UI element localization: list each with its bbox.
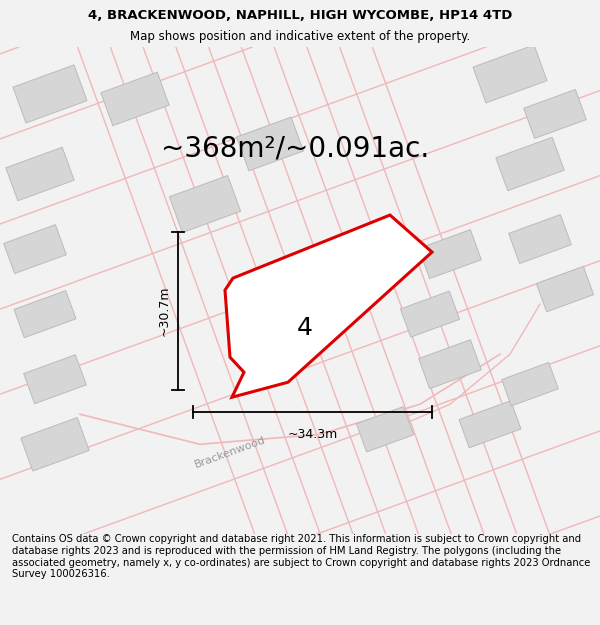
- Polygon shape: [225, 215, 432, 398]
- Polygon shape: [169, 176, 241, 232]
- Polygon shape: [6, 148, 74, 201]
- Text: ~34.3m: ~34.3m: [287, 428, 338, 441]
- Polygon shape: [496, 138, 564, 191]
- Polygon shape: [236, 117, 304, 171]
- Text: 4, BRACKENWOOD, NAPHILL, HIGH WYCOMBE, HP14 4TD: 4, BRACKENWOOD, NAPHILL, HIGH WYCOMBE, H…: [88, 9, 512, 22]
- Polygon shape: [21, 418, 89, 471]
- Polygon shape: [419, 229, 481, 279]
- Polygon shape: [4, 224, 67, 274]
- Polygon shape: [400, 291, 460, 337]
- Polygon shape: [23, 355, 86, 404]
- Text: Contains OS data © Crown copyright and database right 2021. This information is : Contains OS data © Crown copyright and d…: [12, 534, 590, 579]
- Polygon shape: [14, 291, 76, 338]
- Polygon shape: [459, 401, 521, 448]
- Text: Map shows position and indicative extent of the property.: Map shows position and indicative extent…: [130, 31, 470, 44]
- Text: Brackenwood: Brackenwood: [193, 435, 267, 470]
- Polygon shape: [509, 214, 571, 264]
- Polygon shape: [502, 362, 558, 406]
- Polygon shape: [419, 340, 481, 389]
- Polygon shape: [101, 72, 169, 126]
- Text: 4: 4: [296, 316, 312, 340]
- Polygon shape: [356, 407, 413, 452]
- Polygon shape: [473, 45, 547, 103]
- Polygon shape: [536, 266, 593, 312]
- Text: ~368m²/~0.091ac.: ~368m²/~0.091ac.: [161, 135, 429, 163]
- Polygon shape: [524, 89, 586, 138]
- Polygon shape: [13, 65, 87, 123]
- Text: ~30.7m: ~30.7m: [157, 286, 170, 336]
